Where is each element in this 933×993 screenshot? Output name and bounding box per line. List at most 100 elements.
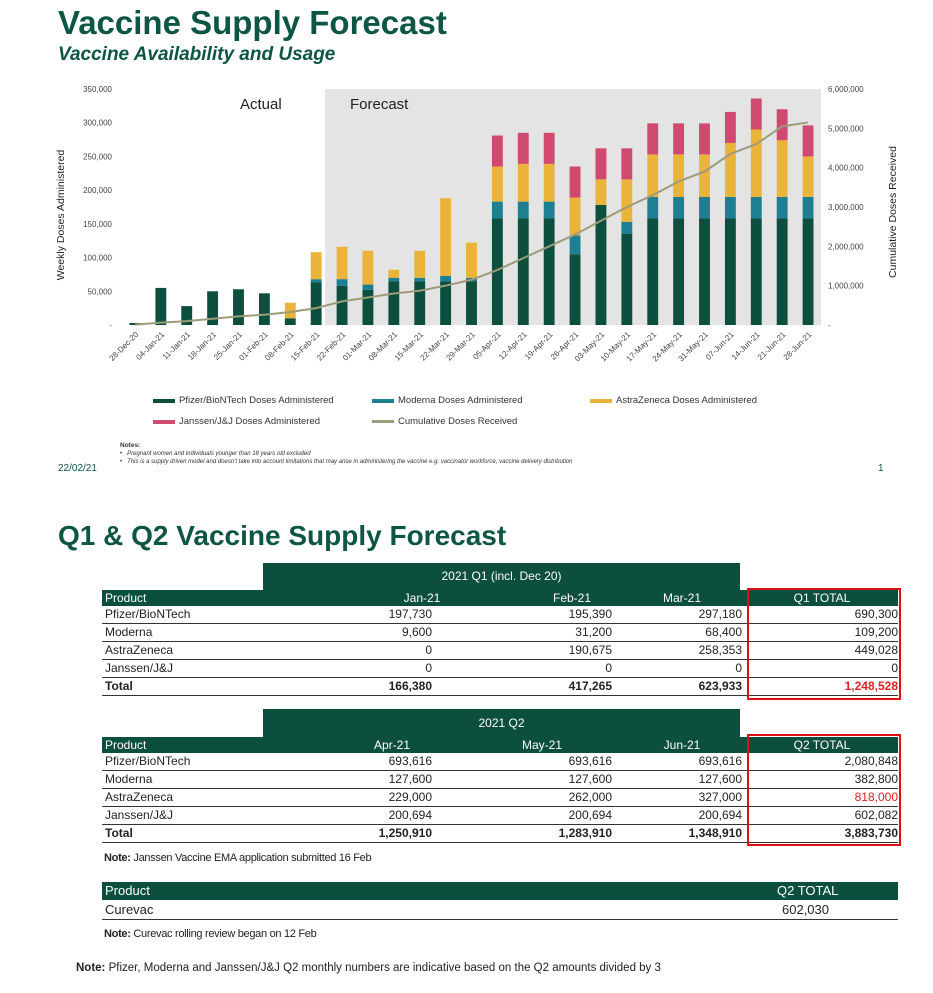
legend-swatch bbox=[372, 398, 394, 403]
legend-swatch bbox=[153, 398, 175, 403]
bar-segment bbox=[336, 279, 348, 286]
bar-segment bbox=[362, 289, 374, 325]
y-tick-label: 200,000 bbox=[83, 186, 112, 195]
legend-swatch bbox=[590, 398, 612, 403]
bar-segment bbox=[776, 196, 788, 219]
header-cell: Q2 TOTAL bbox=[793, 738, 851, 752]
cell-product: Pfizer/BioNTech bbox=[105, 607, 191, 621]
y2-tick-label: 5,000,000 bbox=[828, 124, 864, 133]
total-row: Total 1,250,910 1,283,910 1,348,910 3,883,73… bbox=[102, 825, 898, 843]
bar-segment bbox=[466, 242, 477, 278]
y2-tick-label: - bbox=[828, 321, 831, 330]
footer-date: 22/02/21 bbox=[58, 463, 97, 474]
cell-value: 693,616 bbox=[698, 754, 742, 768]
cumulative-line bbox=[134, 121, 809, 326]
cell-value: 1,348,910 bbox=[688, 826, 742, 840]
y-tick-label: 150,000 bbox=[83, 220, 112, 229]
note-janssen: Note: Janssen Vaccine EMA application su… bbox=[104, 852, 372, 864]
bar-segment bbox=[776, 140, 788, 197]
bar-segment bbox=[517, 201, 529, 219]
bar-segment bbox=[310, 279, 322, 283]
bar-segment bbox=[388, 269, 400, 278]
cell-value: 190,675 bbox=[568, 643, 612, 657]
table-header-row: Product Apr-21 May-21 Jun-21 Q2 TOTAL bbox=[102, 737, 898, 753]
bar-segment bbox=[750, 98, 762, 130]
bar-segment bbox=[414, 250, 426, 278]
bar-segment bbox=[621, 233, 633, 325]
bar-segment bbox=[491, 135, 503, 167]
table-row: Janssen/J&J 0 0 0 0 bbox=[102, 660, 898, 678]
bar-segment bbox=[750, 196, 762, 219]
bar-segment bbox=[440, 275, 452, 282]
bar-segment bbox=[750, 218, 762, 325]
cell-value: 229,000 bbox=[388, 790, 432, 804]
cell-value: 3,883,730 bbox=[844, 826, 898, 840]
table-row: Pfizer/BioNTech 197,730 195,390 297,180 690,… bbox=[102, 606, 898, 624]
total-row: Total 166,380 417,265 623,933 1,248,528 bbox=[102, 678, 898, 696]
header-cell: Q1 TOTAL bbox=[793, 591, 851, 605]
bar-segment bbox=[336, 285, 348, 325]
cell-value: 127,600 bbox=[388, 772, 432, 786]
y-tick-label: 300,000 bbox=[83, 119, 112, 128]
cell-value: 31,200 bbox=[575, 625, 612, 639]
bar-segment bbox=[699, 218, 710, 325]
bar-segment bbox=[414, 281, 426, 325]
bar-segment bbox=[466, 281, 477, 325]
q2-group-header: 2021 Q2 bbox=[263, 709, 740, 737]
bar-segment bbox=[699, 154, 710, 197]
cell-product: Janssen/J&J bbox=[105, 808, 174, 822]
cell-value: 449,028 bbox=[854, 643, 898, 657]
bar-segment bbox=[699, 123, 710, 155]
note-curevac: Note: Curevac rolling review began on 12… bbox=[104, 928, 317, 940]
header-cell: Apr-21 bbox=[373, 738, 411, 752]
bar-segment bbox=[440, 281, 452, 325]
bar-segment bbox=[647, 218, 659, 325]
legend-item-cumulative: Cumulative Doses Received bbox=[372, 416, 517, 427]
legend-item-pfizer: Pfizer/BioNTech Doses Administered bbox=[153, 395, 334, 406]
bar-segment bbox=[258, 293, 270, 325]
cell-value: 693,616 bbox=[568, 754, 612, 768]
bar-segment bbox=[517, 163, 529, 202]
legend-item-astrazeneca: AstraZeneca Doses Administered bbox=[590, 395, 757, 406]
x-tick-label: 28-Jun-21 bbox=[782, 330, 814, 362]
cell-value: 382,800 bbox=[854, 772, 898, 786]
page-title: Vaccine Supply Forecast bbox=[58, 4, 447, 41]
notes-heading: Notes: bbox=[120, 442, 141, 449]
cell-value: 0 bbox=[605, 661, 612, 675]
bar-segment bbox=[543, 132, 555, 164]
bar-segment bbox=[802, 196, 814, 219]
bar-segment bbox=[647, 123, 659, 155]
header-cell: Product bbox=[105, 591, 147, 605]
header-cell: Jun-21 bbox=[663, 738, 701, 752]
vaccine-chart: Actual Forecast 350,000 300,000 250,000 200,0… bbox=[55, 85, 899, 363]
notes-item: • Pregnant women and individuals younger… bbox=[120, 451, 311, 457]
table-row: Moderna 9,600 31,200 68,400 109,200 bbox=[102, 624, 898, 642]
page-number: 1 bbox=[878, 463, 884, 474]
table-row: Pfizer/BioNTech 693,616 693,616 693,616 2,08… bbox=[102, 753, 898, 771]
cell-value: 0 bbox=[425, 661, 432, 675]
q2-total-highlight bbox=[747, 734, 901, 846]
cell-product: Moderna bbox=[105, 772, 153, 786]
cell-value: 623,933 bbox=[698, 679, 742, 693]
bar-segment bbox=[491, 218, 503, 325]
bar-segment bbox=[414, 277, 426, 282]
bar-segment bbox=[673, 154, 685, 197]
bar-segment bbox=[595, 179, 607, 205]
y-tick-label: 50,000 bbox=[88, 287, 113, 296]
cell-value: 0 bbox=[735, 661, 742, 675]
bar-segment bbox=[569, 197, 581, 236]
bar-segment bbox=[569, 235, 581, 255]
cell-value: 68,400 bbox=[705, 625, 742, 639]
bar-segment bbox=[776, 109, 788, 141]
bar-segment bbox=[491, 201, 503, 219]
bar-segment bbox=[724, 218, 736, 325]
cell-product: Total bbox=[105, 679, 133, 693]
cell-product: Curevac bbox=[105, 902, 154, 917]
bar-segment bbox=[181, 306, 193, 325]
bar-segment bbox=[310, 282, 322, 325]
cell-value: 818,000 bbox=[854, 790, 898, 804]
bar-segment bbox=[543, 201, 555, 219]
y2-tick-label: 1,000,000 bbox=[828, 282, 864, 291]
bar-segment bbox=[517, 132, 529, 164]
cell-value: 200,694 bbox=[568, 808, 612, 822]
